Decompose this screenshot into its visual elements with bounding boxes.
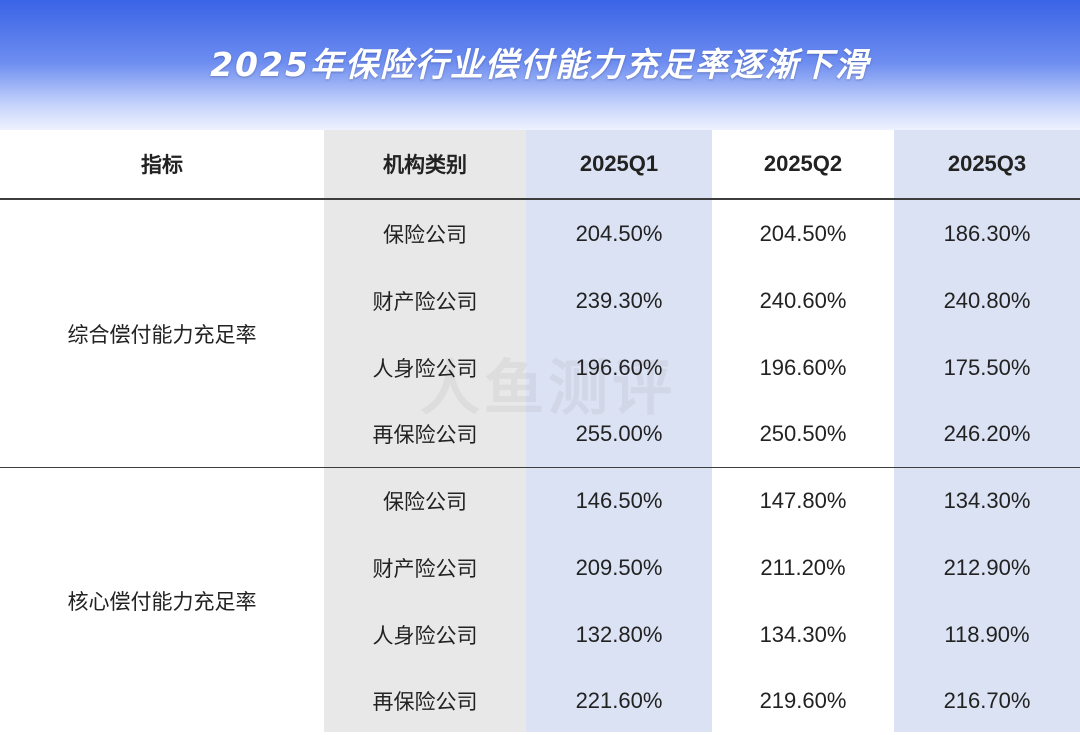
category-cell: 保险公司 [383, 223, 467, 248]
indicator-cell: 综合偿付能力充足率 [67, 323, 257, 348]
value-cell: 186.30% [943, 221, 1031, 247]
value-cell: 132.80% [575, 621, 663, 647]
q1-column-background [526, 130, 712, 732]
category-cell: 财产险公司 [372, 556, 478, 581]
value-cell: 250.50% [759, 421, 847, 447]
category-cell: 再保险公司 [372, 690, 478, 715]
category-cell: 再保险公司 [372, 423, 478, 448]
category-column-background [324, 130, 526, 732]
category-cell: 人身险公司 [372, 623, 478, 648]
group-divider [0, 466, 1080, 469]
value-cell: 134.30% [759, 621, 847, 647]
header-divider [0, 198, 1080, 200]
value-cell: 240.80% [943, 288, 1031, 314]
value-cell: 216.70% [943, 688, 1031, 714]
value-cell: 221.60% [575, 688, 663, 714]
value-cell: 211.20% [760, 554, 846, 580]
column-header: 机构类别 [383, 153, 467, 177]
column-header: 2025Q2 [763, 151, 843, 176]
value-cell: 219.60% [759, 688, 847, 714]
column-header: 2025Q3 [947, 151, 1027, 176]
category-cell: 财产险公司 [372, 290, 478, 315]
value-cell: 146.50% [575, 488, 663, 514]
value-cell: 212.90% [943, 554, 1031, 580]
value-cell: 209.50% [575, 554, 663, 580]
value-cell: 118.90% [944, 621, 1030, 647]
value-cell: 239.30% [575, 288, 663, 314]
column-header: 2025Q1 [579, 151, 659, 176]
value-cell: 175.50% [943, 354, 1031, 380]
q3-column-background [894, 130, 1080, 732]
indicator-cell: 核心偿付能力充足率 [67, 590, 257, 615]
value-cell: 196.60% [575, 354, 663, 380]
column-header: 指标 [141, 153, 183, 177]
value-cell: 255.00% [575, 421, 663, 447]
category-cell: 保险公司 [383, 490, 467, 515]
value-cell: 204.50% [575, 221, 663, 247]
data-table: 人鱼测评 指标机构类别2025Q12025Q22025Q3保险公司204.50%… [0, 130, 1080, 732]
value-cell: 147.80% [759, 488, 847, 514]
category-cell: 人身险公司 [372, 356, 478, 381]
page-title: 2025年保险行业偿付能力充足率逐渐下滑 [210, 45, 870, 84]
value-cell: 246.20% [943, 421, 1031, 447]
value-cell: 240.60% [759, 288, 847, 314]
value-cell: 204.50% [759, 221, 847, 247]
value-cell: 134.30% [943, 488, 1031, 514]
title-banner: 2025年保险行业偿付能力充足率逐渐下滑 [0, 0, 1080, 130]
value-cell: 196.60% [759, 354, 847, 380]
